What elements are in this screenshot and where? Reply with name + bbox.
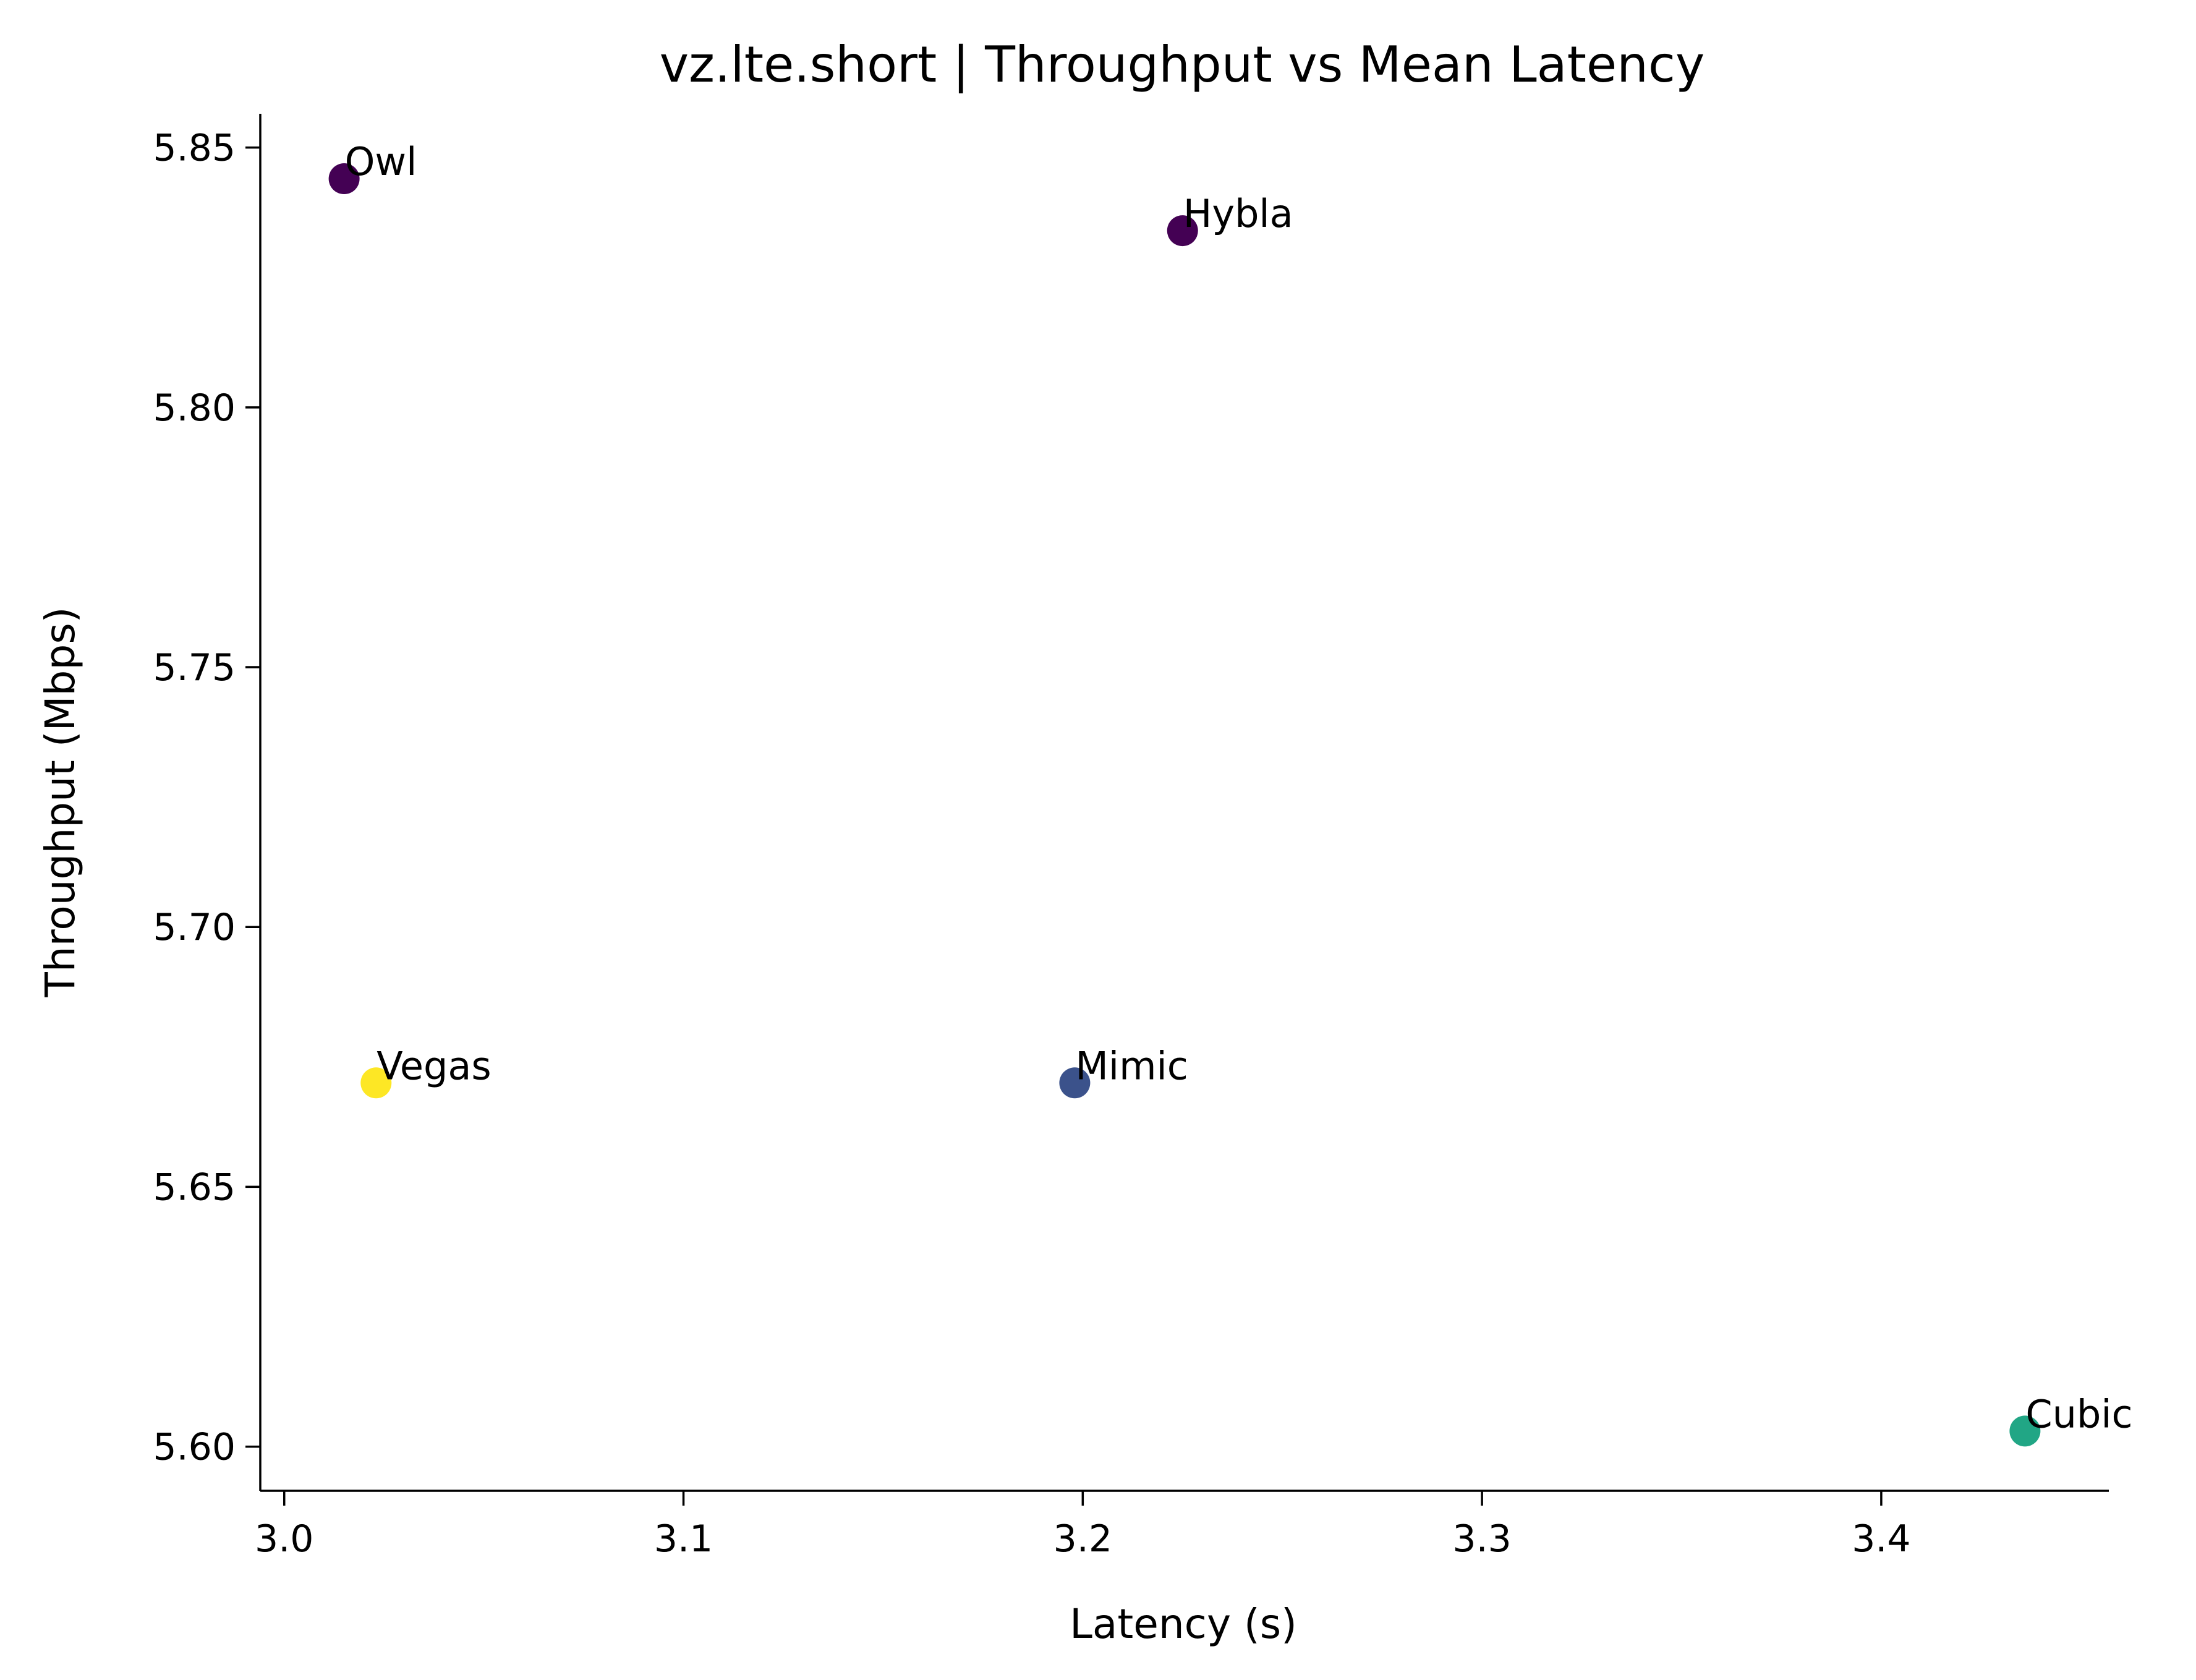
point-label-vegas: Vegas bbox=[377, 1043, 491, 1088]
point-hybla bbox=[1167, 215, 1198, 247]
axes bbox=[259, 114, 2109, 1492]
y-tick-label-5-80: 5.80 bbox=[153, 386, 236, 430]
y-tick-label-5-85: 5.85 bbox=[153, 127, 236, 170]
y-tick-label-5-65: 5.65 bbox=[153, 1166, 236, 1209]
point-cubic bbox=[2009, 1415, 2041, 1447]
y-tick-label-5-70: 5.70 bbox=[153, 906, 236, 949]
x-tick-label-3-4: 3.4 bbox=[1852, 1517, 1910, 1561]
point-label-cubic: Cubic bbox=[2025, 1391, 2132, 1436]
y-tick-label-5-75: 5.75 bbox=[153, 646, 236, 689]
y-tick-label-5-60: 5.60 bbox=[153, 1426, 236, 1469]
point-label-owl: Owl bbox=[345, 139, 417, 184]
point-label-hybla: Hybla bbox=[1183, 191, 1293, 236]
x-ticks: 3.0 3.1 3.2 3.3 3.4 bbox=[255, 1491, 1911, 1561]
x-tick-label-3-0: 3.0 bbox=[255, 1517, 313, 1561]
x-tick-label-3-3: 3.3 bbox=[1452, 1517, 1511, 1561]
point-label-mimic: Mimic bbox=[1075, 1043, 1188, 1088]
x-axis-label: Latency (s) bbox=[1070, 1600, 1297, 1648]
point-mimic bbox=[1059, 1067, 1091, 1099]
point-owl bbox=[328, 163, 360, 195]
point-vegas bbox=[360, 1067, 392, 1099]
x-tick-label-3-2: 3.2 bbox=[1053, 1517, 1112, 1561]
data-points: Owl Hybla Vegas Mimic Cubic bbox=[328, 139, 2133, 1447]
y-ticks: 5.60 5.65 5.70 5.75 5.80 5.85 bbox=[153, 127, 260, 1469]
x-tick-label-3-1: 3.1 bbox=[654, 1517, 713, 1561]
chart-title: vz.lte.short | Throughput vs Mean Latenc… bbox=[660, 36, 1705, 94]
y-axis-label: Throughput (Mbps) bbox=[36, 607, 84, 998]
